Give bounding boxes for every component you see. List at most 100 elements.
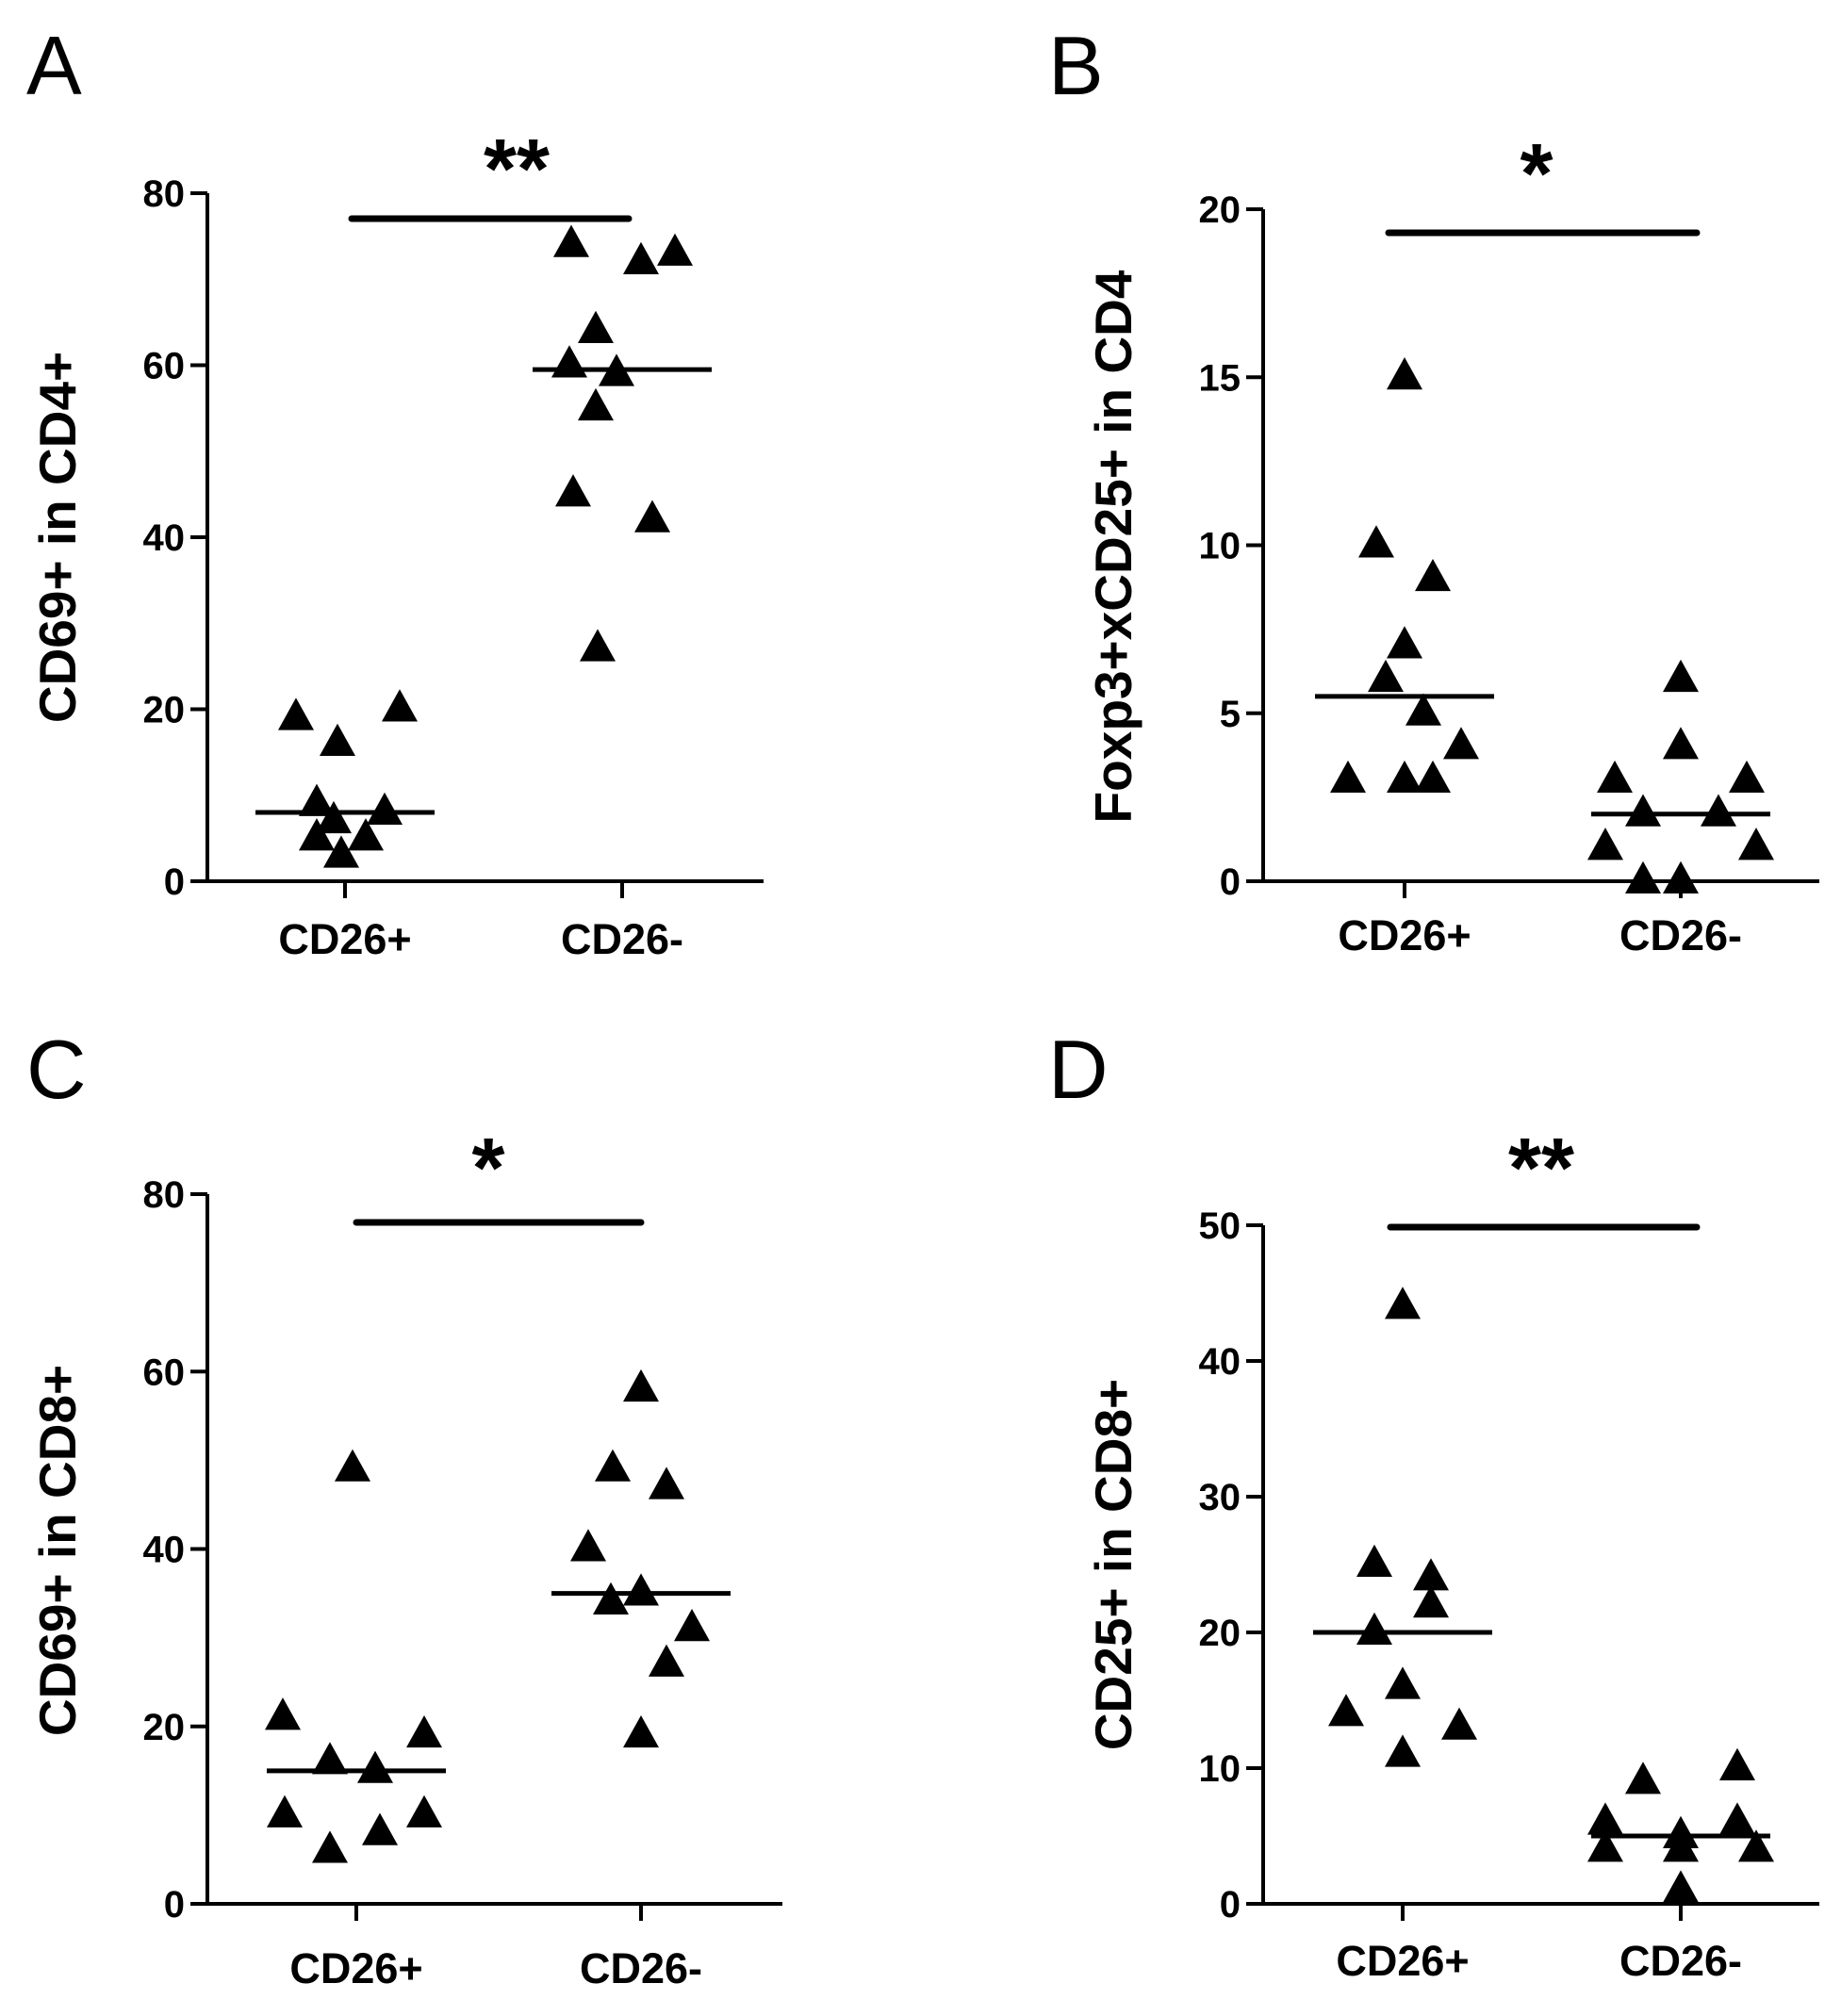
data-point-triangle (1597, 760, 1633, 794)
x-category-label: CD26- (1619, 911, 1742, 959)
data-point-triangle (1663, 1829, 1699, 1862)
data-point-triangle (1385, 1734, 1421, 1767)
x-category-label: CD26+ (1338, 911, 1471, 959)
panel-letter: C (26, 1023, 87, 1116)
data-point-triangle (580, 629, 616, 662)
data-point-triangle (1587, 828, 1623, 860)
data-point-triangle (1330, 760, 1366, 794)
data-point-triangle (1663, 659, 1699, 693)
data-point-triangle (1405, 693, 1441, 726)
data-point-triangle (1387, 626, 1422, 659)
data-point-triangle (674, 1609, 710, 1642)
x-category-label: CD26+ (289, 1944, 422, 1992)
y-axis-label: CD69+ in CD8+ (28, 1365, 87, 1736)
data-point-triangle (299, 783, 335, 816)
data-point-triangle (593, 1582, 629, 1614)
data-point-triangle (1738, 1829, 1774, 1862)
data-point-triangle (1625, 1762, 1661, 1795)
data-point-triangle (570, 1529, 606, 1562)
data-point-triangle (382, 689, 418, 722)
data-point-triangle (1415, 760, 1451, 794)
data-point-triangle (1368, 659, 1404, 693)
data-point-triangle (1587, 1802, 1623, 1835)
y-tick-label: 0 (164, 861, 185, 903)
panel-c: C 0 20 40 60 80 CD26+ CD26- CD69+ in CD8+ * (26, 1023, 782, 1992)
y-tick-label: 0 (1220, 1884, 1241, 1926)
data-point-triangle (1441, 1707, 1477, 1740)
data-point-triangle (1415, 558, 1451, 592)
data-point-triangle (1663, 727, 1699, 760)
data-point-triangle (1387, 760, 1422, 794)
data-point-triangle (312, 1830, 348, 1863)
data-point-triangle (1443, 727, 1479, 760)
y-tick-label: 15 (1199, 357, 1241, 399)
data-point-triangle (1358, 525, 1394, 558)
data-point-triangle (649, 1467, 684, 1500)
data-point-triangle (1729, 760, 1765, 794)
y-axis-label: CD69+ in CD4+ (28, 352, 87, 723)
data-point-triangle (1701, 794, 1736, 827)
data-point-triangle (551, 345, 587, 378)
data-point-triangle (367, 792, 403, 825)
y-tick-label: 20 (1199, 189, 1241, 231)
y-tick-label: 60 (143, 1352, 186, 1393)
data-point-triangle (335, 1449, 370, 1482)
data-point-triangle (1356, 1612, 1392, 1645)
x-category-label: CD26+ (1336, 1937, 1469, 1985)
data-point-triangle (320, 723, 355, 756)
y-tick-label: 20 (143, 1707, 186, 1748)
y-tick-label: 5 (1220, 694, 1241, 735)
data-point-triangle (406, 1714, 442, 1748)
y-tick-label: 10 (1199, 1748, 1241, 1790)
data-point-triangle (578, 387, 614, 421)
y-tick-label: 80 (143, 173, 186, 215)
data-point-triangle (265, 1697, 301, 1730)
data-point-triangle (553, 224, 589, 257)
data-point-triangle (657, 233, 693, 266)
data-point-triangle (555, 474, 591, 507)
x-category-label: CD26- (1619, 1937, 1742, 1985)
y-tick-label: 20 (1199, 1613, 1241, 1654)
data-point-triangle (278, 697, 314, 730)
data-point-triangle (1356, 1544, 1392, 1577)
panel-letter: A (26, 19, 82, 112)
data-point-triangle (323, 835, 359, 868)
data-point-triangle (1413, 1584, 1449, 1618)
significance-stars: * (471, 1122, 504, 1216)
data-point-triangle (634, 500, 670, 533)
data-point-triangle (623, 1714, 659, 1748)
y-tick-label: 20 (143, 690, 186, 731)
y-tick-label: 40 (143, 517, 186, 559)
data-point-triangle (362, 1812, 398, 1845)
panel-letter: D (1048, 1023, 1109, 1116)
data-point-triangle (1385, 1666, 1421, 1699)
data-point-triangle (1413, 1558, 1449, 1591)
y-tick-label: 50 (1199, 1205, 1241, 1247)
panel-a: A 0 20 40 60 80 CD26+ CD26- CD69+ in CD4+ ** (26, 19, 764, 963)
data-point-triangle (1719, 1747, 1755, 1780)
data-point-triangle (357, 1750, 393, 1783)
y-tick-label: 30 (1199, 1477, 1241, 1518)
data-point-triangle (1719, 1802, 1755, 1835)
x-category-label: CD26- (580, 1944, 702, 1992)
data-point-triangle (578, 310, 614, 343)
data-point-triangle (406, 1795, 442, 1828)
y-tick-label: 0 (164, 1884, 185, 1926)
y-tick-label: 0 (1220, 861, 1241, 903)
data-point-triangle (1328, 1694, 1364, 1727)
y-axis-label: Foxp3+xCD25+ in CD4 (1084, 270, 1142, 823)
panel-letter: B (1048, 19, 1104, 112)
panel-b: B 0 5 10 15 20 CD26+ CD26- Foxp3+xCD25+ in CD4 * (1048, 19, 1819, 959)
x-category-label: CD26- (561, 915, 683, 963)
data-point-triangle (623, 241, 659, 274)
data-point-triangle (623, 1369, 659, 1402)
data-point-triangle (1387, 357, 1422, 390)
data-point-triangle (623, 1573, 659, 1606)
data-point-triangle (1663, 1870, 1699, 1903)
y-tick-label: 40 (1199, 1341, 1241, 1383)
data-point-triangle (1738, 828, 1774, 860)
data-point-triangle (649, 1644, 684, 1677)
x-category-label: CD26+ (278, 915, 411, 963)
significance-stars: * (1520, 127, 1553, 221)
